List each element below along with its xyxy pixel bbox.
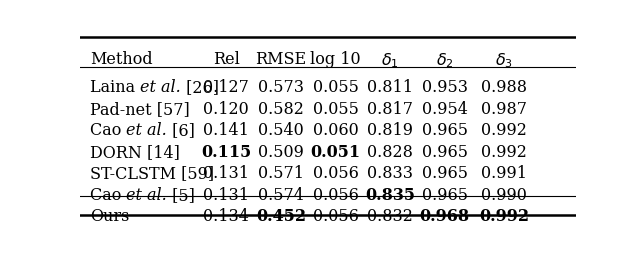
Text: 0.953: 0.953	[422, 79, 468, 96]
Text: RMSE: RMSE	[255, 51, 307, 68]
Text: $\delta_2$: $\delta_2$	[436, 51, 453, 70]
Text: 0.992: 0.992	[481, 122, 527, 139]
Text: 0.055: 0.055	[312, 79, 358, 96]
Text: 0.968: 0.968	[419, 208, 470, 226]
Text: $\delta_1$: $\delta_1$	[381, 51, 399, 70]
Text: 0.965: 0.965	[422, 144, 468, 161]
Text: 0.965: 0.965	[422, 165, 468, 182]
Text: 0.954: 0.954	[422, 101, 467, 118]
Text: 0.115: 0.115	[201, 144, 252, 161]
Text: [5]: [5]	[167, 187, 195, 204]
Text: [6]: [6]	[167, 122, 195, 139]
Text: 0.991: 0.991	[481, 165, 527, 182]
Text: Pad-net [57]: Pad-net [57]	[90, 101, 189, 118]
Text: [26]: [26]	[181, 79, 219, 96]
Text: 0.452: 0.452	[256, 208, 306, 226]
Text: 0.811: 0.811	[367, 79, 413, 96]
Text: 0.965: 0.965	[422, 187, 468, 204]
Text: 0.571: 0.571	[258, 165, 304, 182]
Text: et al.: et al.	[127, 122, 167, 139]
Text: 0.833: 0.833	[367, 165, 413, 182]
Text: Laina: Laina	[90, 79, 140, 96]
Text: 0.120: 0.120	[204, 101, 249, 118]
Text: 0.832: 0.832	[367, 208, 413, 226]
Text: $\delta_3$: $\delta_3$	[495, 51, 513, 70]
Text: 0.060: 0.060	[312, 122, 358, 139]
Text: 0.134: 0.134	[204, 208, 249, 226]
Text: 0.835: 0.835	[365, 187, 415, 204]
Text: et al.: et al.	[140, 79, 181, 96]
Text: 0.582: 0.582	[258, 101, 304, 118]
Text: 0.987: 0.987	[481, 101, 527, 118]
Text: et al.: et al.	[127, 187, 167, 204]
Text: 0.509: 0.509	[258, 144, 304, 161]
Text: 0.992: 0.992	[481, 144, 527, 161]
Text: 0.056: 0.056	[312, 165, 358, 182]
Text: 0.051: 0.051	[310, 144, 360, 161]
Text: 0.574: 0.574	[258, 187, 304, 204]
Text: 0.055: 0.055	[312, 101, 358, 118]
Text: ST-CLSTM [59]: ST-CLSTM [59]	[90, 165, 214, 182]
Text: 0.141: 0.141	[204, 122, 249, 139]
Text: Rel: Rel	[213, 51, 240, 68]
Text: 0.127: 0.127	[204, 79, 249, 96]
Text: 0.965: 0.965	[422, 122, 468, 139]
Text: 0.056: 0.056	[312, 208, 358, 226]
Text: Cao: Cao	[90, 122, 127, 139]
Text: DORN [14]: DORN [14]	[90, 144, 180, 161]
Text: 0.990: 0.990	[481, 187, 527, 204]
Text: 0.992: 0.992	[479, 208, 529, 226]
Text: 0.573: 0.573	[258, 79, 304, 96]
Text: 0.819: 0.819	[367, 122, 413, 139]
Text: 0.540: 0.540	[258, 122, 304, 139]
Text: 0.056: 0.056	[312, 187, 358, 204]
Text: 0.817: 0.817	[367, 101, 413, 118]
Text: 0.131: 0.131	[204, 187, 250, 204]
Text: log 10: log 10	[310, 51, 361, 68]
Text: 0.988: 0.988	[481, 79, 527, 96]
Text: 0.828: 0.828	[367, 144, 413, 161]
Text: 0.131: 0.131	[204, 165, 250, 182]
Text: Ours: Ours	[90, 208, 129, 226]
Text: Method: Method	[90, 51, 152, 68]
Text: Cao: Cao	[90, 187, 127, 204]
